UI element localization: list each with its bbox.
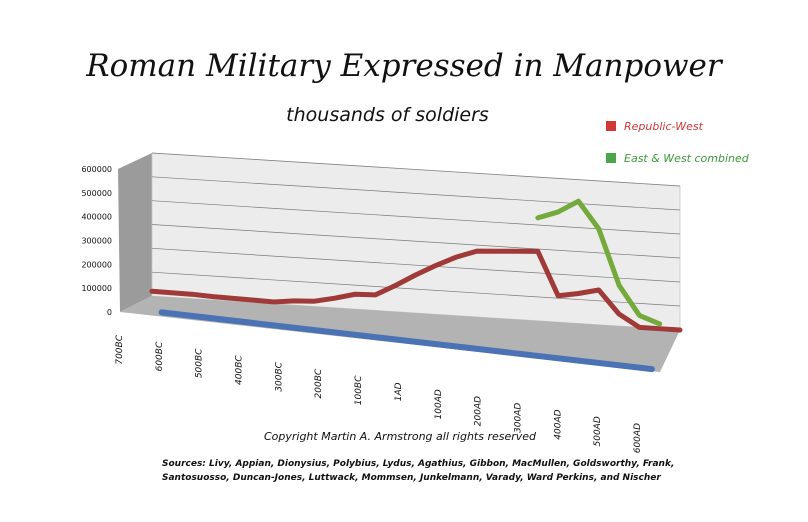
x-tick-label: 200BC bbox=[314, 368, 324, 398]
legend-item-east-west: East & West combined bbox=[606, 152, 749, 165]
y-tick-label: 100000 bbox=[81, 284, 112, 293]
x-tick-label: 600AD bbox=[633, 423, 643, 453]
gridline bbox=[151, 271, 681, 307]
y-tick-label: 400000 bbox=[81, 213, 112, 222]
x-tick-label: 300BC bbox=[274, 361, 284, 391]
y-tick-label: 300000 bbox=[81, 237, 112, 246]
chart-side-wall bbox=[118, 153, 152, 312]
copyright-text: Copyright Martin A. Armstrong all rights… bbox=[263, 430, 537, 443]
sources-text: Sources: Livy, Appian, Dionysius, Polybi… bbox=[162, 459, 675, 483]
x-tick-label: 400AD bbox=[553, 409, 563, 439]
x-tick-label: 100BC bbox=[354, 375, 364, 405]
series-line-republic-west bbox=[149, 248, 683, 333]
y-tick-label: 200000 bbox=[81, 260, 112, 269]
chart-subtitle: thousands of soldiers bbox=[286, 104, 489, 126]
y-tick-label: 500000 bbox=[81, 189, 112, 198]
legend-label-republic-west: Republic-West bbox=[624, 120, 703, 133]
legend-swatch-east-west bbox=[606, 153, 616, 163]
x-tick-label: 300AD bbox=[513, 403, 523, 433]
series-line-base bbox=[158, 309, 655, 373]
chart-title: Roman Military Expressed in Manpower bbox=[86, 48, 722, 84]
gridline bbox=[151, 224, 681, 259]
gridline bbox=[151, 176, 681, 211]
x-tick-label: 500AD bbox=[593, 416, 603, 446]
x-tick-label: 1AD bbox=[394, 382, 404, 401]
x-tick-label: 100AD bbox=[434, 389, 444, 419]
gridline bbox=[151, 152, 681, 187]
x-tick-label: 200AD bbox=[474, 396, 484, 426]
gridline bbox=[151, 247, 681, 283]
legend-label-east-west: East & West combined bbox=[624, 152, 749, 165]
chart-floor bbox=[120, 296, 680, 372]
legend-swatch-republic-west bbox=[606, 121, 616, 131]
x-tick-label: 700BC bbox=[115, 334, 125, 364]
legend-item-republic-west: Republic-West bbox=[606, 120, 703, 133]
gridline bbox=[151, 200, 681, 235]
x-tick-label: 500BC bbox=[195, 348, 205, 378]
x-tick-label: 400BC bbox=[235, 355, 245, 385]
y-tick-label: 0 bbox=[107, 308, 112, 317]
x-tick-label: 600BC bbox=[155, 341, 165, 371]
y-tick-label: 600000 bbox=[81, 165, 112, 174]
